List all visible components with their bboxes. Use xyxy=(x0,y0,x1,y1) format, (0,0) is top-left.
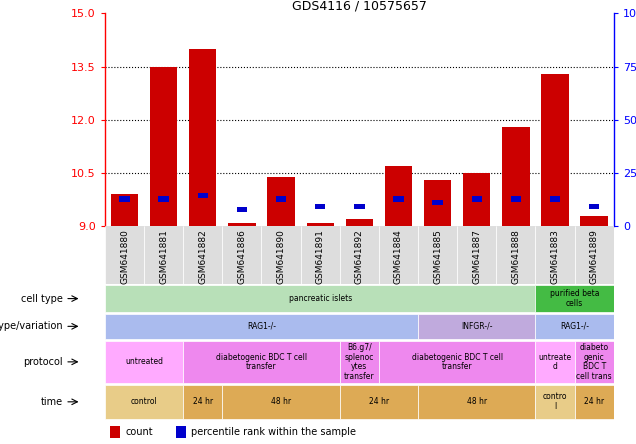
Text: 24 hr: 24 hr xyxy=(584,397,604,406)
Bar xyxy=(340,341,379,383)
Bar xyxy=(424,180,452,226)
Bar xyxy=(340,226,379,284)
Bar xyxy=(536,313,614,339)
Text: 48 hr: 48 hr xyxy=(467,397,487,406)
Bar xyxy=(237,207,247,212)
Bar xyxy=(144,226,183,284)
Text: contro
l: contro l xyxy=(543,392,567,411)
Bar xyxy=(301,226,340,284)
Bar xyxy=(574,385,614,419)
Bar xyxy=(315,204,326,209)
Bar xyxy=(198,193,208,198)
Bar xyxy=(536,385,574,419)
Bar xyxy=(574,226,614,284)
Text: GSM641882: GSM641882 xyxy=(198,229,207,284)
Bar xyxy=(589,204,599,209)
Text: 24 hr: 24 hr xyxy=(193,397,213,406)
Bar xyxy=(183,385,223,419)
Bar xyxy=(105,341,183,383)
Text: GSM641888: GSM641888 xyxy=(511,229,520,284)
Bar xyxy=(418,313,536,339)
Bar xyxy=(150,67,177,226)
Text: 48 hr: 48 hr xyxy=(271,397,291,406)
Text: INFGR-/-: INFGR-/- xyxy=(461,322,492,331)
Text: GSM641884: GSM641884 xyxy=(394,229,403,284)
Bar xyxy=(189,49,216,226)
Bar xyxy=(110,426,120,438)
Text: RAG1-/-: RAG1-/- xyxy=(560,322,589,331)
Bar xyxy=(340,385,418,419)
Text: pancreatic islets: pancreatic islets xyxy=(289,294,352,303)
Text: GSM641889: GSM641889 xyxy=(590,229,598,284)
Bar xyxy=(111,194,138,226)
Text: GSM641885: GSM641885 xyxy=(433,229,442,284)
Text: GSM641883: GSM641883 xyxy=(551,229,560,284)
Bar xyxy=(536,226,574,284)
Bar xyxy=(550,196,560,202)
Text: genotype/variation: genotype/variation xyxy=(0,321,63,331)
Bar xyxy=(502,127,530,226)
Text: count: count xyxy=(125,427,153,437)
Text: diabetogenic BDC T cell
transfer: diabetogenic BDC T cell transfer xyxy=(216,353,307,371)
Bar xyxy=(158,196,169,202)
Title: GDS4116 / 10575657: GDS4116 / 10575657 xyxy=(292,0,427,12)
Bar xyxy=(379,226,418,284)
Bar xyxy=(463,173,490,226)
Bar xyxy=(183,226,223,284)
Text: cell type: cell type xyxy=(21,293,63,304)
Text: percentile rank within the sample: percentile rank within the sample xyxy=(191,427,356,437)
Bar xyxy=(471,196,482,202)
Bar xyxy=(176,426,186,438)
Bar xyxy=(581,216,608,226)
Bar xyxy=(267,177,294,226)
Bar xyxy=(496,226,536,284)
Bar xyxy=(105,313,418,339)
Bar xyxy=(183,341,340,383)
Bar xyxy=(511,196,521,202)
Text: RAG1-/-: RAG1-/- xyxy=(247,322,276,331)
Text: B6.g7/
splenoc
ytes
transfer: B6.g7/ splenoc ytes transfer xyxy=(344,343,375,381)
Text: GSM641890: GSM641890 xyxy=(277,229,286,284)
Bar xyxy=(105,385,183,419)
Bar xyxy=(345,219,373,226)
Bar xyxy=(536,341,574,383)
Text: protocol: protocol xyxy=(24,357,63,367)
Bar xyxy=(307,223,334,226)
Text: time: time xyxy=(41,397,63,407)
Text: GSM641880: GSM641880 xyxy=(120,229,129,284)
Text: diabetogenic BDC T cell
transfer: diabetogenic BDC T cell transfer xyxy=(411,353,502,371)
Bar xyxy=(120,196,130,202)
Text: GSM641887: GSM641887 xyxy=(473,229,481,284)
Bar xyxy=(228,223,256,226)
Bar xyxy=(536,285,614,313)
Text: GSM641886: GSM641886 xyxy=(237,229,246,284)
Text: untreate
d: untreate d xyxy=(539,353,572,371)
Bar xyxy=(432,200,443,205)
Bar xyxy=(354,204,364,209)
Bar xyxy=(105,226,144,284)
Bar xyxy=(261,226,301,284)
Text: GSM641892: GSM641892 xyxy=(355,229,364,284)
Text: control: control xyxy=(131,397,158,406)
Bar xyxy=(393,196,404,202)
Text: purified beta
cells: purified beta cells xyxy=(550,289,599,308)
Text: diabeto
genic
BDC T
cell trans: diabeto genic BDC T cell trans xyxy=(576,343,612,381)
Bar xyxy=(105,285,536,313)
Bar xyxy=(379,341,536,383)
Text: GSM641891: GSM641891 xyxy=(315,229,325,284)
Text: GSM641881: GSM641881 xyxy=(159,229,168,284)
Bar xyxy=(385,166,412,226)
Text: untreated: untreated xyxy=(125,357,163,366)
Bar xyxy=(276,196,286,202)
Bar xyxy=(223,385,340,419)
Text: 24 hr: 24 hr xyxy=(369,397,389,406)
Bar xyxy=(418,385,536,419)
Bar xyxy=(223,226,261,284)
Bar xyxy=(541,74,569,226)
Bar xyxy=(574,341,614,383)
Bar xyxy=(418,226,457,284)
Bar xyxy=(457,226,496,284)
